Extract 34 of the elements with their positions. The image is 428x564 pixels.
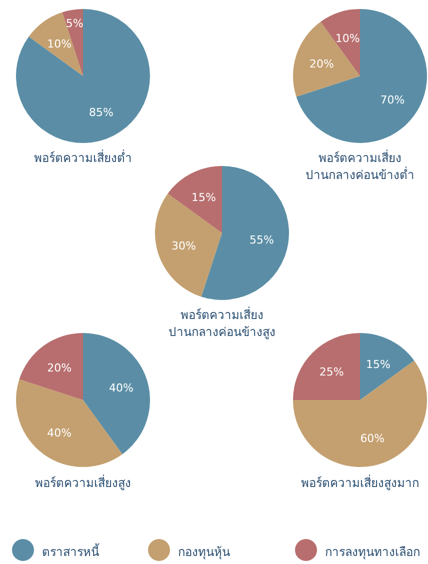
- pie-slice: [296, 9, 427, 143]
- data-label: 60%: [360, 432, 385, 446]
- pie-slice: [28, 12, 83, 76]
- legend-label: การลงทุนทางเลือก: [325, 544, 420, 561]
- pie-slice: [293, 22, 360, 97]
- data-label: 70%: [380, 94, 405, 107]
- text: พอร์ตความเสี่ยง ปานกลางค่อนข้างต่ำ: [304, 150, 416, 184]
- data-label: 25%: [319, 366, 344, 379]
- data-label: 30%: [172, 239, 196, 252]
- data-label: 15%: [192, 191, 216, 204]
- data-label: 10%: [335, 32, 360, 45]
- data-label: 85%: [89, 106, 114, 119]
- text: พอร์ตความเสี่ยงสูง: [34, 475, 132, 492]
- text: พอร์ตความเสี่ยงต่ำ: [33, 150, 133, 167]
- text: พอร์ตความเสี่ยงสูงมาก: [300, 475, 420, 492]
- text: พอร์ตความเสี่ยง ปานกลางค่อนข้างสูง: [168, 307, 276, 341]
- legend-label: ตราสารหนี้: [42, 542, 99, 561]
- pie-slice: [155, 194, 222, 297]
- pie-slice: [16, 9, 150, 143]
- pie-slice: [293, 360, 427, 467]
- data-label: 15%: [366, 358, 390, 372]
- pie-slice: [83, 333, 150, 454]
- pie-slice: [360, 333, 414, 400]
- data-label: 55%: [249, 233, 274, 246]
- pie-slice: [19, 333, 83, 400]
- pie-slice: [168, 166, 222, 233]
- data-label: 40%: [47, 426, 72, 440]
- data-label: 40%: [109, 382, 134, 395]
- legend-label: กองทุนหุ้น: [178, 544, 230, 561]
- data-label: 10%: [47, 37, 72, 50]
- data-label: 5%: [66, 17, 84, 30]
- data-label: 20%: [310, 58, 334, 71]
- pie-slice: [293, 333, 360, 400]
- data-label: 20%: [47, 361, 72, 374]
